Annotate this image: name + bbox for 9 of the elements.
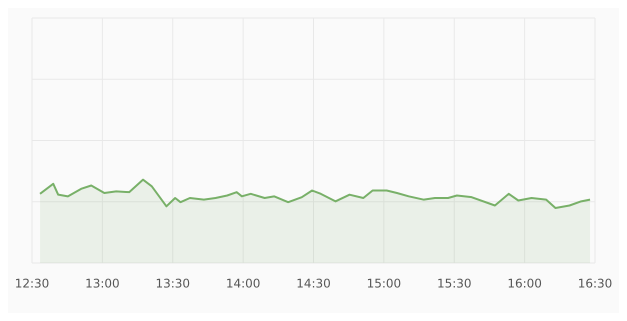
x-tick-label: 12:30 xyxy=(14,276,50,291)
x-tick-label: 14:00 xyxy=(226,276,260,291)
x-tick-label: 13:00 xyxy=(85,276,120,291)
x-tick-label: 14:30 xyxy=(296,276,331,291)
x-tick-label: 15:00 xyxy=(366,276,402,291)
x-tick-label: 15:30 xyxy=(436,276,472,291)
x-tick-label: 16:30 xyxy=(578,276,612,291)
x-tick-label: 16:00 xyxy=(507,276,542,291)
x-tick-label: 13:30 xyxy=(155,276,190,291)
